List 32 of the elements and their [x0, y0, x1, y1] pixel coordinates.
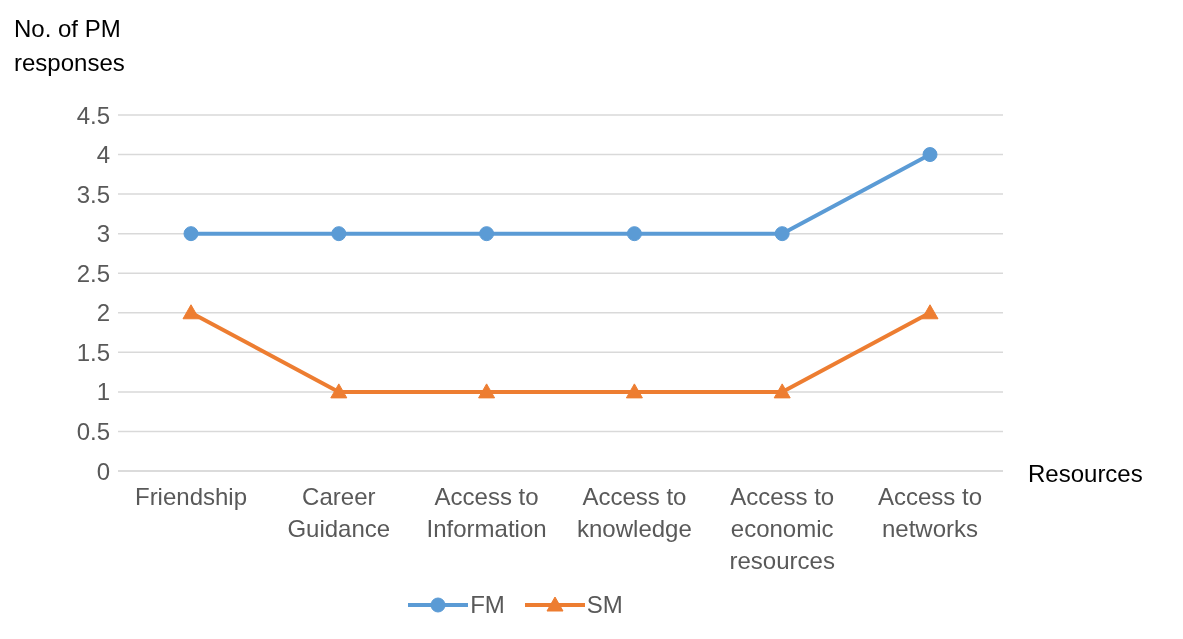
y-tick-label: 3.5: [76, 180, 110, 208]
x-tick-label: Access to networks: [877, 483, 983, 542]
point: [921, 304, 939, 320]
point: [479, 226, 495, 242]
point: [773, 383, 791, 399]
x-tick-label: Access to economic resources: [729, 483, 835, 574]
point: [182, 304, 200, 320]
legend-label: SM: [585, 591, 623, 619]
y-tick-label: 2: [96, 299, 110, 327]
x-axis-title: Resources: [1028, 460, 1143, 488]
legend-label: FM: [469, 591, 505, 619]
x-tick-label: Career Guidance: [287, 483, 391, 542]
point: [774, 226, 790, 242]
x-tick-label: Access to knowledge: [577, 483, 692, 542]
y-tick-label: 0: [96, 457, 110, 485]
point: [331, 226, 347, 242]
y-tick-label: 1: [96, 378, 110, 406]
point: [626, 226, 642, 242]
y-tick-label: 0.5: [76, 417, 110, 445]
point: [922, 147, 938, 163]
point: [330, 383, 348, 399]
y-tick-label: 4.5: [76, 101, 110, 129]
point: [183, 226, 199, 242]
y-tick-label: 4: [96, 141, 110, 169]
y-tick-label: 2.5: [76, 259, 110, 287]
y-tick-label: 3: [96, 220, 110, 248]
y-axis-title: No. of PM responses: [14, 14, 126, 78]
x-tick-label: Access to Information: [426, 483, 547, 542]
y-tick-label: 1.5: [76, 338, 110, 366]
point: [478, 383, 496, 399]
x-tick-label: Friendship: [134, 483, 248, 510]
point: [625, 383, 643, 399]
